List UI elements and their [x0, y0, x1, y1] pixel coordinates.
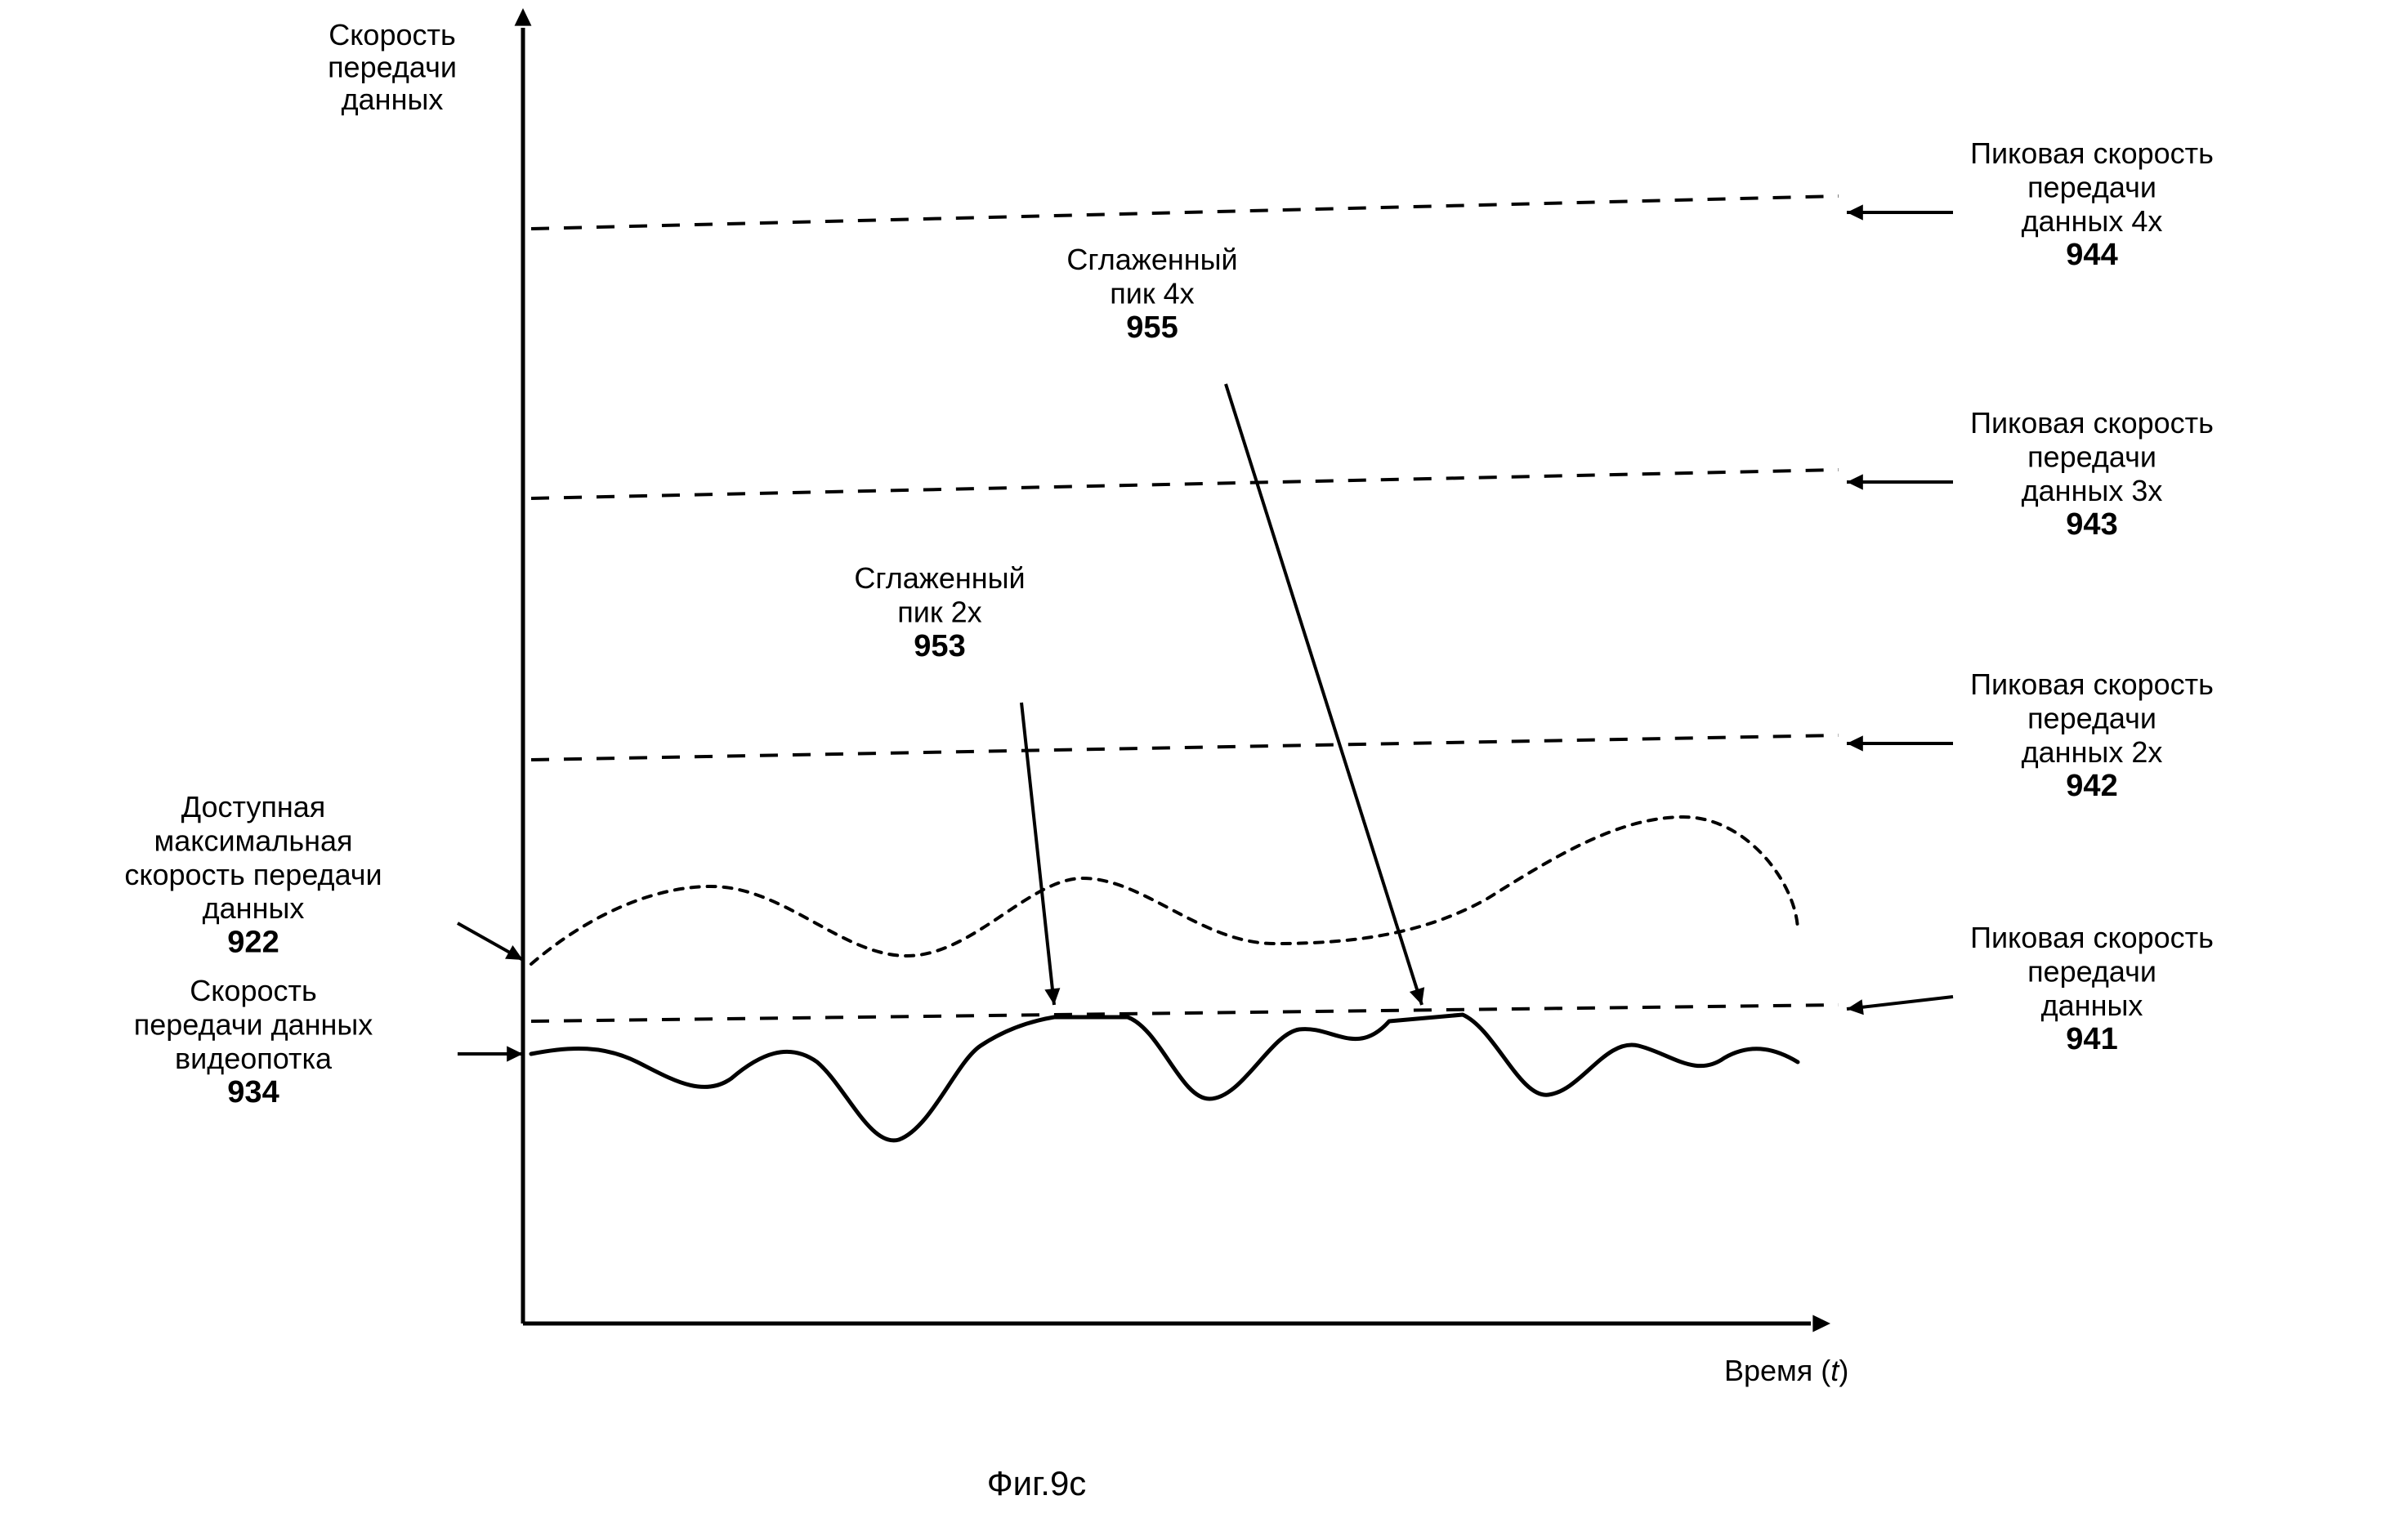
label-line: Скорость [190, 974, 316, 1007]
label-ref: 942 [2066, 769, 2117, 803]
label-text-943: Пиковая скоростьпередачиданных 3x943 [1970, 406, 2214, 542]
label-line: передачи [2027, 170, 2156, 203]
arrow-line [1226, 384, 1422, 1005]
callout-text-955: Сглаженныйпик 4x955 [1066, 243, 1237, 345]
label-line: передачи [2027, 701, 2156, 734]
label-ref: 922 [227, 926, 279, 960]
label-line: данных 3x [2022, 474, 2163, 507]
left-label-934: Скоростьпередачи данныхвидеопотка934 [134, 974, 523, 1109]
label-line: данных [203, 891, 305, 925]
label-line: Пиковая скорость [1970, 667, 2214, 701]
available-max-rate-curve [531, 817, 1798, 964]
y-axis-label: данных [342, 83, 444, 116]
label-line: пик 4x [1110, 276, 1194, 310]
peak-lines [531, 196, 1839, 1021]
arrowhead [1812, 1315, 1830, 1332]
label-text-944: Пиковая скоростьпередачиданных 4x944 [1970, 136, 2214, 272]
label-line: Сглаженный [1066, 243, 1237, 276]
label-line: Пиковая скорость [1970, 406, 2214, 440]
label-line: данных [2041, 989, 2143, 1022]
callout-text-953: Сглаженныйпик 2x953 [854, 561, 1025, 663]
arrow-line [1021, 703, 1054, 1005]
label-text-941: Пиковая скоростьпередачиданных941 [1970, 921, 2214, 1056]
arrowhead [1847, 735, 1863, 751]
peak-line-1 [531, 470, 1839, 498]
label-line: данных 2x [2022, 735, 2163, 769]
peak-line-3 [531, 1005, 1839, 1021]
label-line: видеопотка [175, 1042, 333, 1075]
label-line: Доступная [181, 790, 326, 824]
label-ref: 955 [1126, 310, 1178, 345]
video-stream-rate-curve [531, 1015, 1798, 1140]
arrowhead [515, 8, 532, 26]
arrowhead [1410, 987, 1424, 1005]
label-ref: 941 [2066, 1022, 2117, 1056]
label-line: Сглаженный [854, 561, 1025, 595]
label-line: передачи [2027, 954, 2156, 988]
right-label-944: Пиковая скоростьпередачиданных 4x944 [1847, 136, 2214, 272]
label-text-922: Доступнаямаксимальнаяскорость передачида… [124, 790, 382, 960]
arrowhead [507, 1046, 523, 1061]
figure-caption: Фиг.9с [987, 1464, 1087, 1502]
peak-line-2 [531, 735, 1839, 760]
callout-953: Сглаженныйпик 2x953 [854, 561, 1060, 1005]
left-label-922: Доступнаямаксимальнаяскорость передачида… [124, 790, 523, 960]
label-line: Пиковая скорость [1970, 136, 2214, 170]
arrowhead [1847, 474, 1863, 489]
label-line: пик 2x [897, 595, 981, 628]
arrowhead [1847, 204, 1863, 220]
label-line: Пиковая скорость [1970, 921, 2214, 954]
label-text-942: Пиковая скоростьпередачиданных 2x942 [1970, 667, 2214, 803]
label-line: передачи данных [134, 1007, 373, 1041]
label-line: данных 4x [2022, 204, 2163, 238]
label-ref: 943 [2066, 507, 2117, 542]
label-ref: 953 [914, 629, 965, 663]
x-axis-label: Время (t) [1724, 1354, 1848, 1387]
y-axis-label: Скорость [328, 18, 455, 51]
right-label-941: Пиковая скоростьпередачиданных941 [1847, 921, 2214, 1056]
rate-vs-time-diagram: СкоростьпередачиданныхВремя (t)Доступная… [0, 0, 2400, 1540]
label-ref: 934 [227, 1075, 279, 1109]
label-ref: 944 [2066, 238, 2117, 272]
label-line: скорость передачи [124, 858, 382, 891]
y-axis-label: передачи [328, 51, 457, 84]
label-text-934: Скоростьпередачи данныхвидеопотка934 [134, 974, 373, 1109]
callout-955: Сглаженныйпик 4x955 [1066, 243, 1424, 1005]
right-label-943: Пиковая скоростьпередачиданных 3x943 [1847, 406, 2214, 542]
label-line: максимальная [154, 824, 353, 857]
label-line: передачи [2027, 440, 2156, 473]
peak-line-0 [531, 196, 1839, 229]
right-label-942: Пиковая скоростьпередачиданных 2x942 [1847, 667, 2214, 803]
